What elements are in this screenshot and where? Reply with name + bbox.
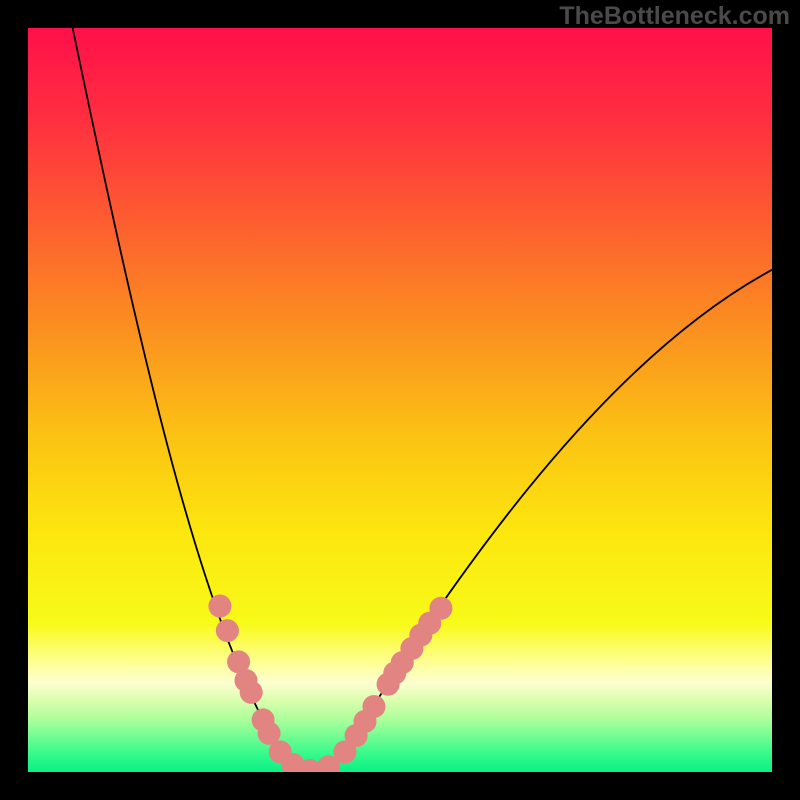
data-marker [208, 595, 231, 618]
chart-plot-area [28, 28, 772, 772]
data-marker [362, 695, 385, 718]
chart-svg [28, 28, 772, 772]
watermark-text: TheBottleneck.com [559, 2, 790, 31]
chart-container: TheBottleneck.com [0, 0, 800, 800]
data-marker [240, 681, 263, 704]
data-marker [216, 619, 239, 642]
data-marker [429, 597, 452, 620]
